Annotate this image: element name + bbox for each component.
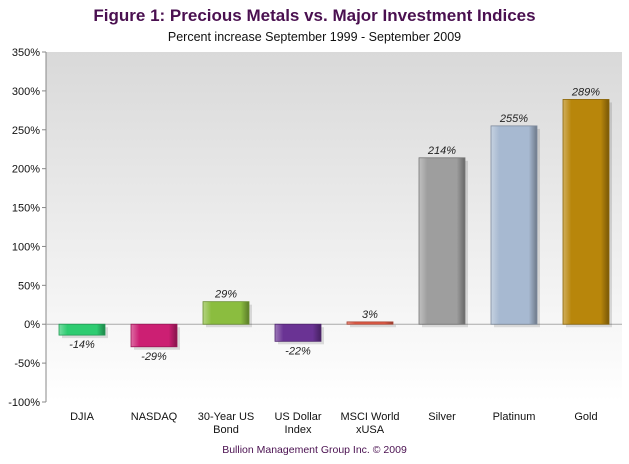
- chart-title: Figure 1: Precious Metals vs. Major Inve…: [93, 6, 536, 25]
- x-tick-label: DJIA: [70, 411, 95, 423]
- x-tick-label: Index: [285, 424, 312, 436]
- data-label: 214%: [427, 145, 456, 157]
- bar: [562, 99, 610, 325]
- x-tick-label: Platinum: [493, 411, 536, 423]
- chart-subtitle: Percent increase September 1999 - Septem…: [167, 30, 462, 44]
- data-labels: -14% -29% 29% -22% 3% 214% 255% 289%: [69, 86, 600, 362]
- y-tick-label: 150%: [12, 203, 40, 215]
- y-tick-label: 0%: [24, 319, 40, 331]
- x-tick-label: US Dollar: [274, 411, 321, 423]
- x-tick-label: 30-Year US: [198, 411, 254, 423]
- data-label: 29%: [214, 289, 237, 301]
- bar: [490, 125, 538, 325]
- bar: [346, 321, 394, 325]
- data-label: 255%: [499, 113, 528, 125]
- y-tick-label: 50%: [18, 280, 40, 292]
- copyright-footer: Bullion Management Group Inc. © 2009: [222, 444, 407, 456]
- bar: [130, 323, 178, 348]
- bar: [202, 301, 250, 325]
- x-tick-label: MSCI World: [340, 411, 399, 423]
- y-tick-label: 250%: [12, 125, 40, 137]
- bar: [418, 157, 466, 325]
- data-label: -14%: [69, 339, 95, 351]
- data-label: 289%: [571, 86, 600, 98]
- bars: [58, 99, 612, 350]
- y-axis: -100% -50% 0% 50% 100% 150% 200% 250% 300% 350%: [8, 47, 622, 409]
- bar: [274, 323, 322, 342]
- x-tick-label: Gold: [574, 411, 597, 423]
- data-label: 3%: [362, 309, 378, 321]
- y-tick-label: -100%: [8, 397, 40, 409]
- y-tick-label: 350%: [12, 47, 40, 59]
- x-tick-label: xUSA: [356, 424, 385, 436]
- x-tick-label: NASDAQ: [131, 411, 178, 423]
- x-tick-label: Bond: [213, 424, 239, 436]
- bar: [58, 323, 106, 336]
- y-tick-label: 300%: [12, 86, 40, 98]
- data-label: -29%: [141, 351, 167, 363]
- y-tick-label: 200%: [12, 164, 40, 176]
- y-tick-label: 100%: [12, 241, 40, 253]
- y-tick-label: -50%: [14, 358, 40, 370]
- bar-shadow: [350, 324, 396, 328]
- x-tick-label: Silver: [428, 411, 456, 423]
- data-label: -22%: [285, 345, 311, 357]
